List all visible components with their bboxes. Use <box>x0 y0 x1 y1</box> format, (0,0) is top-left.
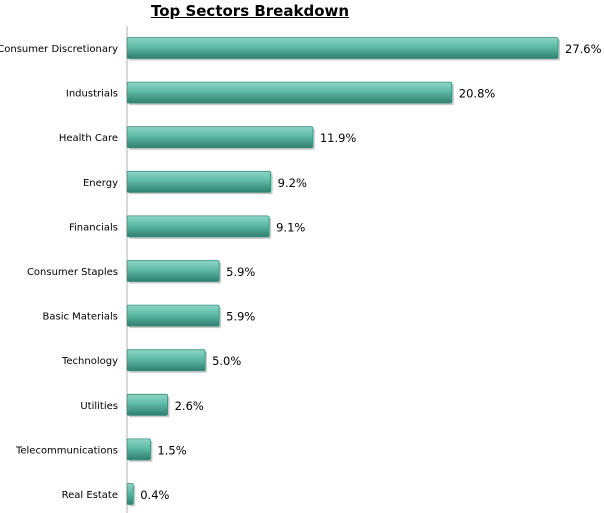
bar <box>126 393 169 416</box>
bar <box>126 126 314 149</box>
value-label: 1.5% <box>157 443 186 457</box>
category-label: Industrials <box>66 89 118 100</box>
bar <box>126 37 559 59</box>
value-label: 2.6% <box>175 399 204 413</box>
bar <box>126 170 272 193</box>
value-label: 9.2% <box>278 176 307 190</box>
value-label: 0.4% <box>140 488 169 502</box>
category-label: Utilities <box>80 401 118 412</box>
value-label: 5.9% <box>226 265 255 279</box>
bar <box>126 438 151 461</box>
value-label: 11.9% <box>320 131 357 145</box>
bar <box>126 260 220 282</box>
category-label: Health Care <box>59 133 118 144</box>
value-label: 9.1% <box>276 220 305 234</box>
bar <box>126 349 206 372</box>
category-label: Basic Materials <box>43 312 119 323</box>
bar <box>126 215 270 238</box>
category-label: Telecommunications <box>15 445 118 456</box>
bars-group: Consumer Discretionary 27.6% Industrials 20… <box>0 37 602 507</box>
category-label: Consumer Discretionary <box>0 44 118 55</box>
bar <box>126 483 134 505</box>
category-label: Technology <box>61 356 118 367</box>
category-label: Consumer Staples <box>27 267 118 278</box>
chart-title: Top Sectors Breakdown <box>150 2 350 20</box>
bar <box>126 304 220 327</box>
category-label: Energy <box>83 178 118 189</box>
category-label: Financials <box>69 222 118 233</box>
value-label: 27.6% <box>565 42 602 56</box>
value-label: 5.9% <box>226 310 255 324</box>
value-label: 20.8% <box>459 87 496 101</box>
bar <box>126 81 453 104</box>
value-label: 5.0% <box>212 354 241 368</box>
category-label: Real Estate <box>62 490 118 501</box>
